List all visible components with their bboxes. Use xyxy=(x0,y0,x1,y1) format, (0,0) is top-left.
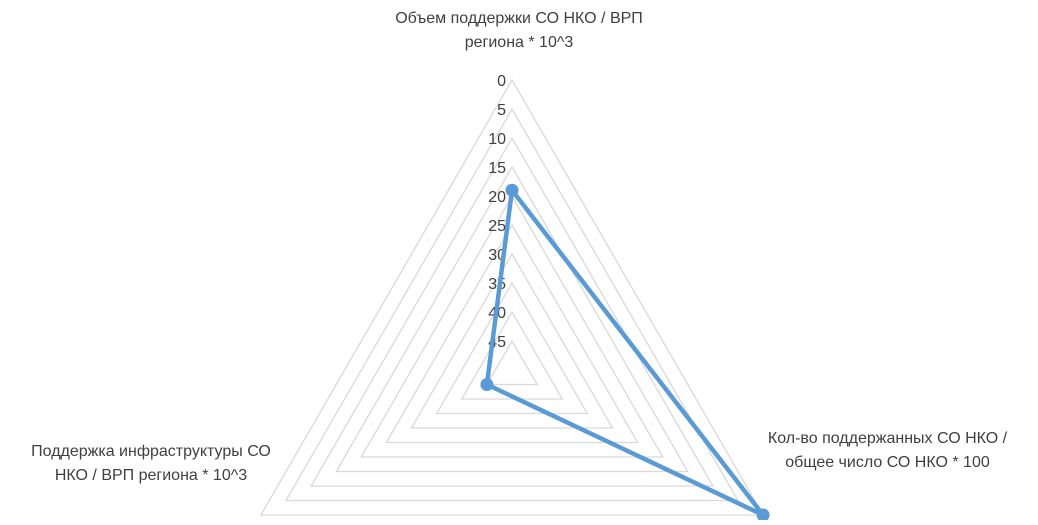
grid-layer xyxy=(259,78,765,516)
tick-label: 10 xyxy=(488,131,506,148)
grid-ring xyxy=(360,194,664,458)
tick-label: 15 xyxy=(488,160,506,177)
grid-ring xyxy=(259,78,765,516)
grid-ring xyxy=(410,252,614,429)
tick-label: 25 xyxy=(488,218,506,235)
grid-ring xyxy=(335,165,689,473)
grid-ring xyxy=(485,339,539,386)
series-point xyxy=(480,378,494,391)
grid-ring xyxy=(460,310,564,400)
series-point xyxy=(756,508,770,522)
series-point xyxy=(505,183,519,197)
tick-label: 0 xyxy=(497,73,506,90)
grid-ring xyxy=(435,281,589,415)
axis-title-top: Объем поддержки СО НКО / ВРП региона * 1… xyxy=(395,10,643,51)
tick-label: 20 xyxy=(488,189,506,206)
grid-ring xyxy=(284,107,740,502)
grid-ring xyxy=(385,223,639,444)
series-layer xyxy=(480,183,770,522)
grid-ring xyxy=(309,136,715,487)
axis-title-left: Поддержка инфраструктуры СО НКО / ВРП ре… xyxy=(31,443,271,484)
axis-title-right: Кол-во поддержанных СО НКО / общее число… xyxy=(767,430,1008,471)
series-line xyxy=(484,187,766,518)
tick-label: 5 xyxy=(497,102,506,119)
